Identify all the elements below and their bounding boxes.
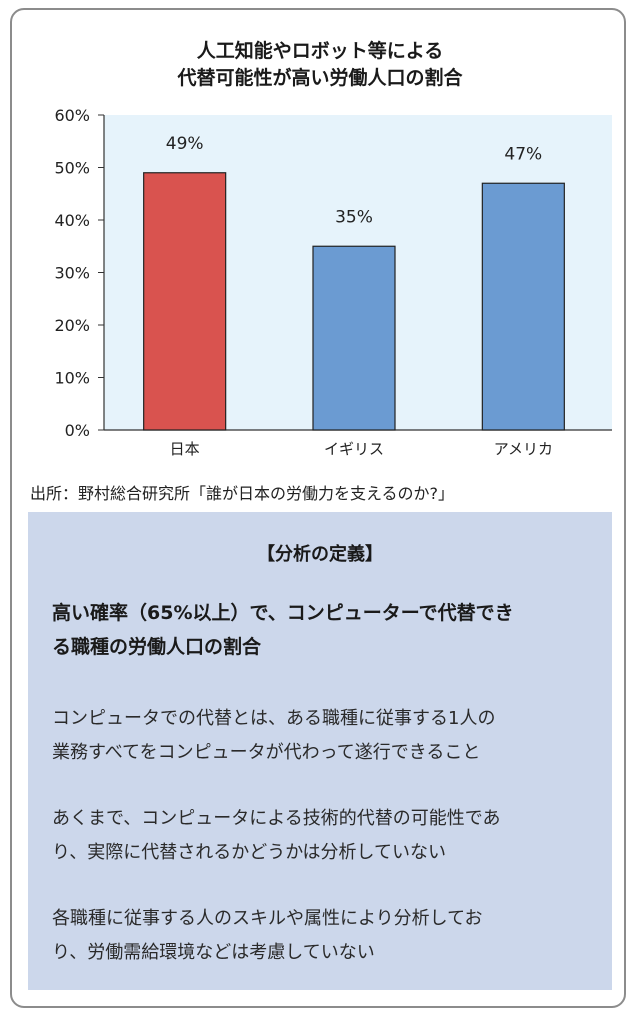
y-tick-label: 40%	[54, 211, 90, 230]
bar	[481, 182, 565, 431]
definition-paragraph-3: 各職種に従事する人のスキルや属性により分析してお り、労働需給環境などは考慮して…	[52, 902, 600, 970]
definition-lead-line-2: る職種の労働人口の割合	[52, 636, 262, 658]
bar	[143, 172, 227, 431]
definition-paragraph-1-line-1: コンピュータでの代替とは、ある職種に従事する1人の	[52, 708, 496, 729]
data-label: 47%	[504, 144, 542, 164]
chart-title-line-1: 人工知能やロボット等による	[196, 40, 444, 62]
data-label: 35%	[335, 207, 373, 227]
bar-chart: 0% 10% 20% 30% 40% 50% 60% 49% 日本 35% イギリス 47% アメリカ	[54, 106, 612, 458]
y-tick-label: 60%	[54, 106, 90, 125]
definition-paragraph-2-line-1: あくまで、コンピュータによる技術的代替の可能性であ	[52, 808, 501, 829]
y-tick-label: 20%	[54, 316, 90, 335]
definition-paragraph-3-line-1: 各職種に従事する人のスキルや属性により分析してお	[52, 908, 483, 929]
definition-paragraph-2-line-2: り、実際に代替されるかどうかは分析していない	[52, 842, 447, 863]
definition-lead-line-1: 高い確率（65%以上）で、コンピューターで代替でき	[52, 602, 514, 624]
data-label: 49%	[166, 134, 204, 154]
definition-heading: 【分析の定義】	[257, 544, 383, 565]
definition-lead: 高い確率（65%以上）で、コンピューターで代替でき る職種の労働人口の割合	[52, 596, 600, 664]
source-note: 出所：野村総合研究所「誰が日本の労働力を支えるのか?」	[30, 484, 455, 503]
x-tick-label: 日本	[170, 440, 200, 458]
x-tick-label: イギリス	[324, 440, 384, 458]
y-tick-label: 50%	[54, 159, 90, 178]
y-tick-label: 0%	[65, 421, 90, 440]
definition-box: 【分析の定義】 高い確率（65%以上）で、コンピューターで代替でき る職種の労働…	[28, 512, 612, 990]
bar	[312, 245, 396, 431]
y-tick-label: 30%	[54, 264, 90, 283]
definition-paragraph-1-line-2: 業務すべてをコンピュータが代わって遂行できること	[52, 742, 481, 763]
definition-paragraph-1: コンピュータでの代替とは、ある職種に従事する1人の 業務すべてをコンピュータが代…	[52, 702, 600, 770]
x-tick-label: アメリカ	[494, 440, 553, 458]
definition-paragraph-2: あくまで、コンピュータによる技術的代替の可能性であ り、実際に代替されるかどうか…	[52, 802, 600, 870]
chart-title-line-2: 代替可能性が高い労働人口の割合	[177, 67, 463, 89]
definition-paragraph-3-line-2: り、労働需給環境などは考慮していない	[52, 942, 375, 963]
y-tick-label: 10%	[54, 369, 90, 388]
